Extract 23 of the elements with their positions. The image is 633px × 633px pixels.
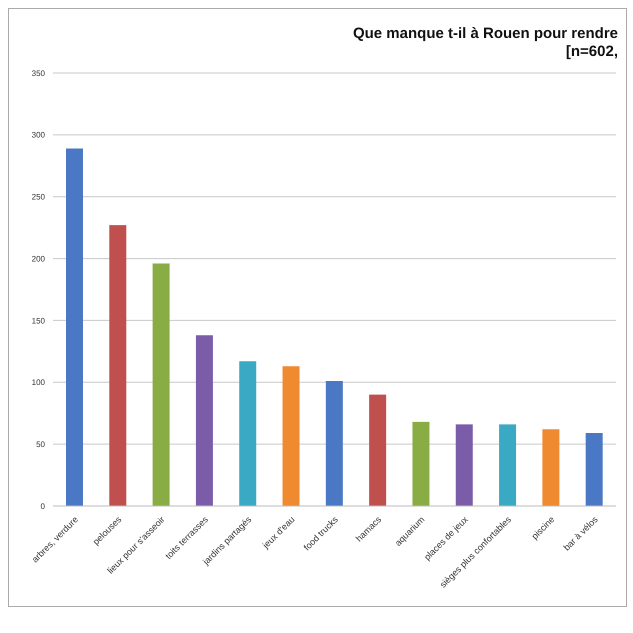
y-tick-label: 200 bbox=[32, 254, 46, 264]
bar bbox=[109, 225, 126, 506]
bar bbox=[66, 148, 83, 506]
bar bbox=[456, 424, 473, 506]
y-tick-label: 50 bbox=[36, 440, 46, 449]
chart-title: Que manque t-il à Rouen pour rendre bbox=[352, 25, 618, 43]
bar bbox=[412, 422, 430, 506]
bar bbox=[282, 366, 300, 506]
bar bbox=[369, 394, 386, 506]
bar bbox=[326, 381, 343, 506]
chart-subtitle: [n=602, bbox=[564, 43, 618, 61]
y-tick-label: 0 bbox=[40, 502, 46, 511]
y-tick-label: 250 bbox=[32, 192, 46, 202]
bar bbox=[586, 433, 603, 506]
bar bbox=[239, 361, 256, 506]
bar bbox=[542, 429, 560, 506]
y-tick-label: 350 bbox=[32, 68, 46, 78]
y-tick-label: 100 bbox=[32, 378, 46, 388]
bar bbox=[152, 264, 170, 506]
y-tick-label: 300 bbox=[32, 130, 46, 140]
bar bbox=[499, 424, 516, 506]
bar bbox=[196, 335, 213, 506]
y-tick-label: 150 bbox=[32, 316, 46, 326]
